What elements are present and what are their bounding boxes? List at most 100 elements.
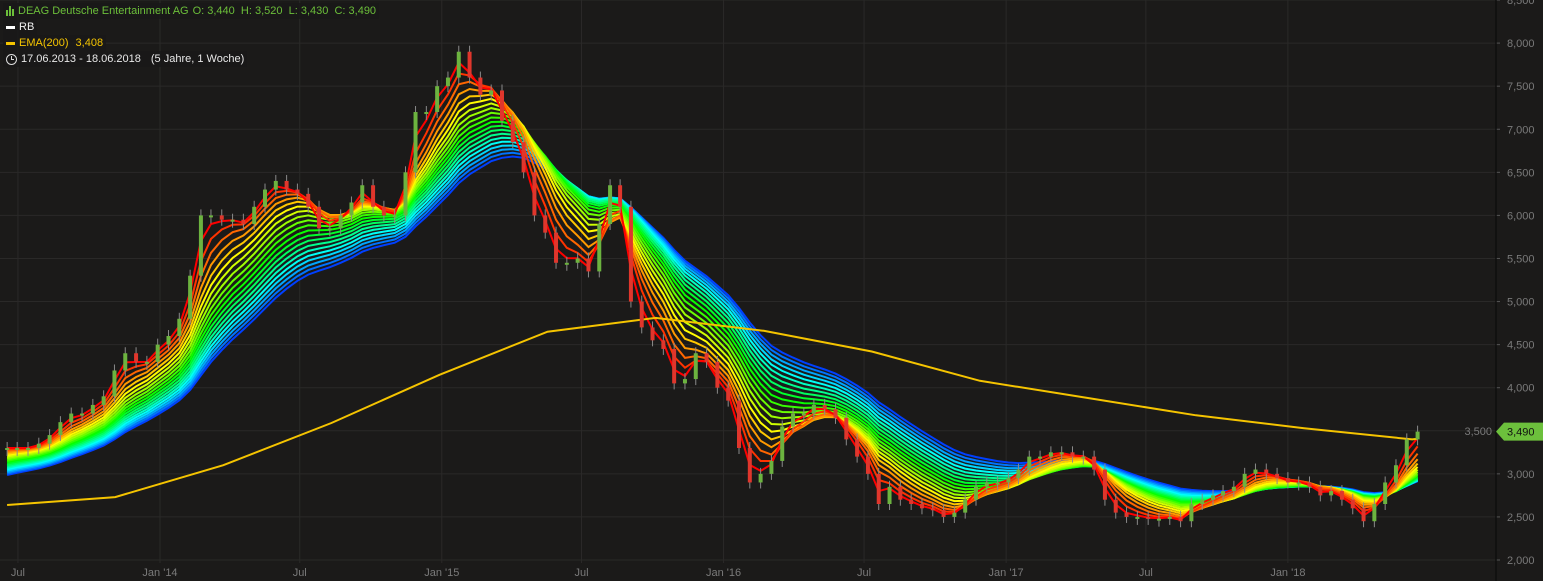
rainbow-line bbox=[6, 102, 1419, 511]
candle bbox=[90, 404, 95, 414]
rainbow-line bbox=[6, 107, 1419, 509]
candle bbox=[715, 361, 720, 388]
candle bbox=[25, 448, 30, 451]
candle bbox=[166, 336, 171, 345]
candle bbox=[855, 439, 860, 457]
y-tick-label: 3,500 bbox=[1464, 426, 1492, 438]
candle bbox=[499, 90, 504, 121]
x-tick-label: Jul bbox=[11, 567, 25, 579]
candle bbox=[392, 215, 397, 218]
legend-rainbow[interactable]: RB bbox=[3, 19, 38, 35]
clock-icon bbox=[6, 53, 17, 65]
candle bbox=[801, 413, 806, 416]
candle bbox=[360, 185, 365, 203]
candle bbox=[306, 193, 311, 207]
x-tick-label: Jul bbox=[857, 567, 871, 579]
candle bbox=[597, 224, 602, 272]
candle bbox=[177, 318, 182, 337]
candle bbox=[317, 206, 322, 229]
candle bbox=[123, 353, 128, 371]
last-price-label: 3,490 bbox=[1507, 427, 1535, 439]
candle bbox=[532, 172, 537, 216]
candle bbox=[974, 486, 979, 500]
candle bbox=[80, 413, 85, 416]
candle bbox=[1102, 469, 1107, 500]
candle bbox=[844, 417, 849, 440]
candle bbox=[909, 499, 914, 505]
legend-ema[interactable]: EMA(200) 3,408 bbox=[3, 35, 107, 51]
candle bbox=[995, 482, 1000, 485]
legend-instrument[interactable]: DEAG Deutsche Entertainment AG O: 3,440 … bbox=[3, 3, 380, 19]
candle bbox=[188, 275, 193, 319]
candle bbox=[1329, 491, 1334, 496]
candle bbox=[295, 189, 300, 194]
rainbow-line bbox=[6, 120, 1419, 504]
candle bbox=[952, 512, 957, 517]
x-tick-label: Jan '18 bbox=[1270, 567, 1305, 579]
candle bbox=[36, 443, 41, 449]
candle bbox=[1124, 512, 1129, 517]
candle bbox=[371, 185, 376, 207]
candle bbox=[887, 486, 892, 505]
candle bbox=[1242, 473, 1247, 487]
candle bbox=[1415, 431, 1420, 440]
candle bbox=[737, 400, 741, 449]
candle bbox=[1167, 516, 1172, 519]
candle bbox=[381, 206, 386, 216]
candle bbox=[672, 348, 677, 384]
candle bbox=[327, 228, 332, 231]
y-tick-label: 6,500 bbox=[1507, 167, 1535, 179]
x-tick-label: Jul bbox=[1139, 567, 1153, 579]
y-tick-label: 5,500 bbox=[1507, 253, 1535, 265]
candle bbox=[693, 353, 698, 380]
legend-period[interactable]: 17.06.2013 - 18.06.2018 (5 Jahre, 1 Woch… bbox=[3, 51, 248, 67]
rainbow-line bbox=[7, 72, 1419, 521]
candle bbox=[134, 353, 139, 362]
y-tick-label: 8,500 bbox=[1507, 0, 1535, 7]
candle bbox=[144, 361, 149, 364]
candle bbox=[456, 51, 461, 78]
candle bbox=[262, 189, 267, 207]
candle bbox=[726, 387, 731, 401]
rainbow-line bbox=[6, 140, 1419, 498]
y-tick-label: 7,000 bbox=[1507, 124, 1535, 136]
candle bbox=[984, 482, 989, 487]
candle bbox=[1092, 456, 1097, 470]
candle bbox=[112, 370, 117, 397]
candle bbox=[554, 232, 559, 263]
candle bbox=[1264, 469, 1269, 474]
candle bbox=[15, 448, 20, 451]
candle bbox=[780, 426, 785, 461]
candle bbox=[811, 404, 816, 414]
candle bbox=[682, 379, 687, 384]
candle bbox=[791, 413, 796, 427]
period-span: (5 Jahre, 1 Woche) bbox=[150, 53, 245, 65]
candle bbox=[543, 215, 548, 233]
period-range: 17.06.2013 - 18.06.2018 bbox=[21, 53, 141, 65]
rb-swatch-icon bbox=[6, 25, 15, 29]
candle bbox=[1016, 469, 1021, 479]
candle bbox=[575, 258, 580, 263]
y-tick-label: 2,000 bbox=[1507, 555, 1535, 567]
candle bbox=[1372, 504, 1377, 522]
candle bbox=[198, 215, 203, 276]
candle bbox=[1156, 518, 1161, 521]
candle bbox=[1296, 482, 1301, 485]
candle bbox=[564, 262, 569, 265]
candle bbox=[241, 219, 246, 225]
candlestick-icon bbox=[6, 6, 14, 16]
candle bbox=[963, 499, 968, 513]
x-tick-label: Jul bbox=[293, 567, 307, 579]
candle bbox=[1339, 491, 1344, 500]
candle bbox=[833, 409, 838, 418]
candle bbox=[1221, 491, 1226, 496]
candle bbox=[628, 206, 633, 302]
candle bbox=[208, 215, 213, 218]
ema-swatch-icon bbox=[6, 41, 15, 45]
candle bbox=[1307, 482, 1312, 487]
ema-value: 3,408 bbox=[75, 37, 104, 49]
y-tick-label: 4,000 bbox=[1507, 383, 1535, 395]
candle bbox=[521, 142, 526, 173]
candle bbox=[1211, 495, 1216, 500]
